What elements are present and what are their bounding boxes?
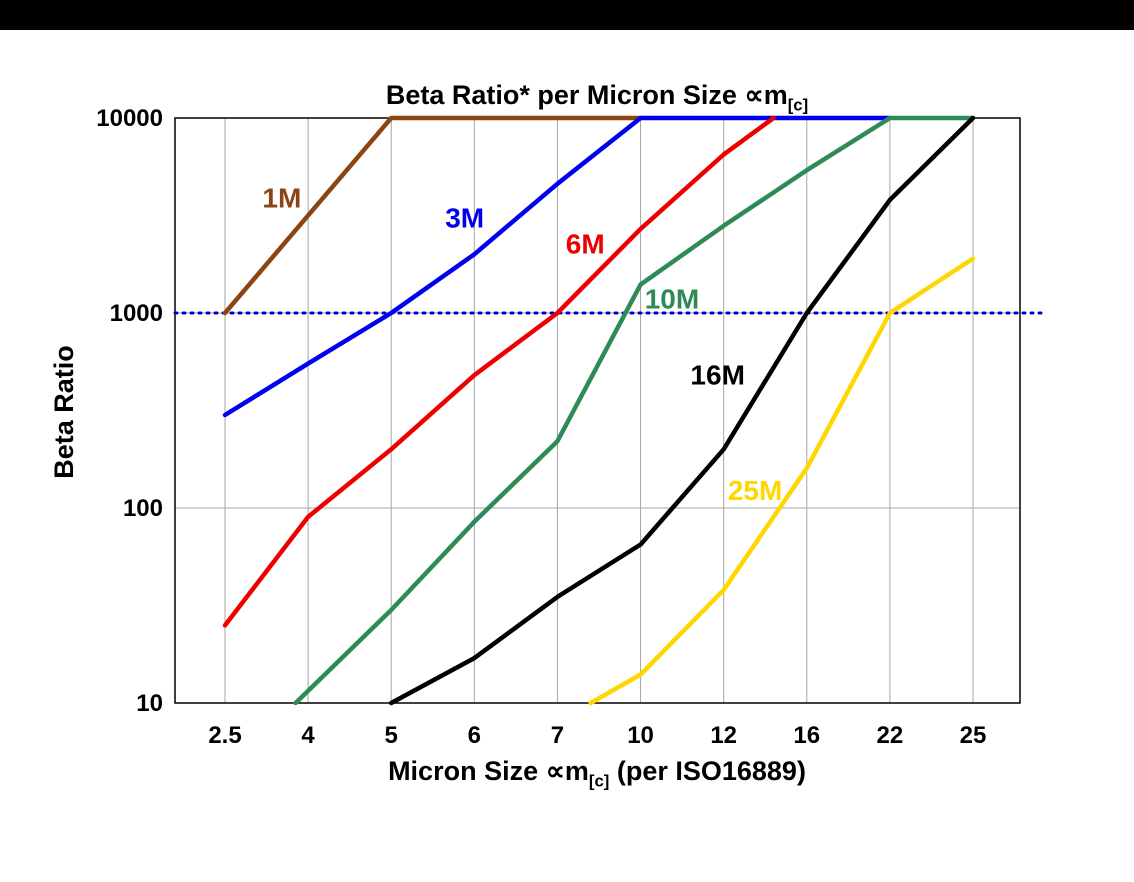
chart-title-subscript: [c]	[787, 95, 809, 115]
x-tick-label: 22	[877, 722, 904, 749]
x-axis-label-symbol: ∝m	[545, 756, 589, 786]
x-axis-label-text: Micron Size	[388, 756, 546, 786]
x-tick-label: 16	[793, 722, 820, 749]
series-label-25M: 25M	[728, 475, 782, 506]
x-tick-label: 10	[627, 722, 654, 749]
series-line-10M	[293, 115, 976, 706]
chart-title: Beta Ratio* per Micron Size ∝m[c]	[60, 80, 1134, 115]
top-black-bar	[0, 0, 1134, 30]
series-label-6M: 6M	[566, 229, 605, 260]
x-tick-label: 12	[710, 722, 737, 749]
series-line-3M	[222, 115, 893, 418]
x-tick-label: 4	[301, 722, 315, 749]
chart-title-text: Beta Ratio* per Micron Size	[385, 80, 745, 110]
plot-border	[174, 117, 1021, 704]
y-tick-label: 100	[123, 495, 163, 522]
y-tick-label: 10000	[96, 105, 163, 132]
x-tick-label: 6	[468, 722, 481, 749]
x-axis-label-suffix: (per ISO16889)	[609, 756, 806, 786]
x-tick-label: 2.5	[208, 722, 241, 749]
x-axis-label-subscript: [c]	[588, 771, 610, 791]
series-label-16M: 16M	[690, 359, 744, 390]
series-line-16M	[388, 115, 976, 706]
series-line-25M	[588, 256, 976, 706]
x-tick-label: 5	[385, 722, 398, 749]
x-axis-label: Micron Size ∝m[c] (per ISO16889)	[60, 756, 1134, 791]
x-tick-label: 7	[551, 722, 564, 749]
series-line-6M	[222, 115, 776, 628]
series-label-1M: 1M	[262, 182, 301, 213]
series-line-1M	[222, 115, 643, 316]
series-label-10M: 10M	[645, 284, 699, 315]
y-tick-label: 1000	[110, 300, 163, 327]
x-tick-label: 25	[960, 722, 987, 749]
series-label-3M: 3M	[445, 202, 484, 233]
y-tick-label: 10	[136, 690, 163, 717]
chart-title-symbol: ∝m	[744, 80, 788, 110]
